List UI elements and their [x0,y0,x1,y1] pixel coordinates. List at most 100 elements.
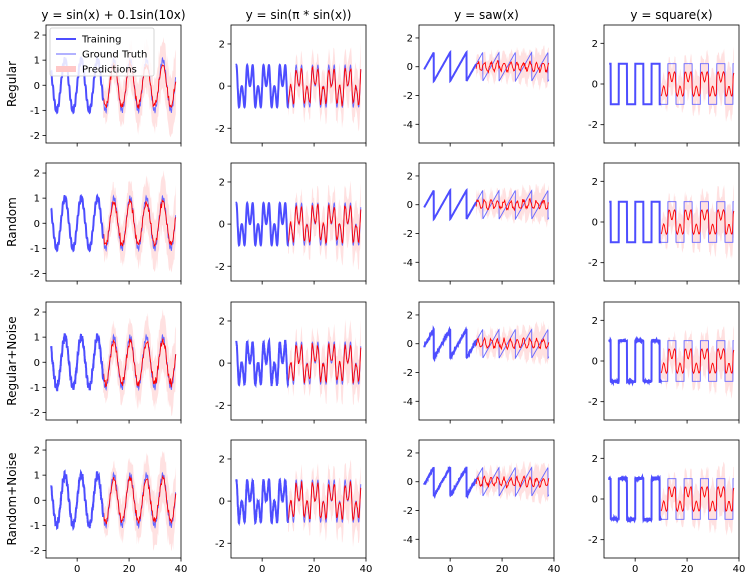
y-tick-label: -1 [30,383,40,394]
plot-area [609,184,735,260]
y-tick-label: 2 [219,39,225,50]
subplot-r1-c0: -2 -1 0 1 2 Random [5,162,182,285]
legend: Training Ground Truth Predictions [49,27,155,77]
plot-area [609,46,735,122]
y-tick-label: 2 [219,177,225,188]
plot-area [608,461,735,536]
y-tick-label: -4 [403,535,413,546]
prediction-band [288,180,361,270]
plot-area [235,319,362,405]
axes-frame [45,24,182,144]
y-tick-label: -2 [215,401,225,412]
predictions-line [287,481,362,522]
training-line [608,473,663,524]
y-tick-label: -2 [403,368,413,379]
y-tick-label: 0 [219,497,225,508]
y-tick-label: 2 [407,171,413,182]
prediction-band [661,46,734,122]
y-tick-label: 2 [592,177,598,188]
y-tick-label: 2 [219,454,225,465]
subplot-r1-c1: -2 0 2 [215,162,367,285]
row-label: Random+Noise [5,452,19,545]
subplot-r3-c0: 0 20 40 -2 -1 0 1 2 Random+Noise [5,439,188,575]
y-tick-label: -2 [403,229,413,240]
y-tick-label: 1 [34,471,40,482]
axes-frame [45,162,182,282]
y-tick-label: -4 [403,120,413,131]
plot-area [608,325,735,399]
y-tick-label: 2 [407,33,413,44]
legend-label: Ground Truth [82,50,147,61]
x-tick-label: 0 [632,564,638,575]
y-tick-label: -1 [30,106,40,117]
row-label: Regular+Noise [5,316,19,405]
axes-frame [418,24,555,144]
y-tick-label: -2 [588,258,598,269]
subplot-r0-c2: -4 -2 0 2 y = saw(x) [403,8,555,147]
y-tick-label: 0 [407,62,413,73]
predictions-line [475,475,550,489]
training-line [235,477,290,527]
training-line [423,325,478,363]
ground-truth-line [661,63,734,105]
prediction-band [288,459,361,548]
predictions-line [660,347,735,375]
predictions-line [102,198,177,247]
subplot-r1-c2: -4 -2 0 2 [403,162,555,285]
column-title: y = sin(x) + 0.1sin(10x) [41,8,185,22]
predictions-line [660,70,735,98]
y-tick-label: -1 [30,521,40,532]
y-tick-label: -1 [30,244,40,255]
training-line [423,465,478,500]
y-tick-label: 0 [407,200,413,211]
subplot-r3-c3: 0 20 40 -2 0 2 [588,439,746,575]
x-tick-label: 0 [74,564,80,575]
y-tick-label: 2 [34,308,40,319]
y-tick-label: 1 [34,56,40,67]
training-line [235,62,289,110]
training-line [50,55,104,115]
plot-area [235,41,362,132]
subplot-r1-c3: -2 0 2 [588,162,740,285]
y-tick-label: 2 [34,31,40,42]
prediction-band [103,309,176,417]
x-tick-label: 0 [259,564,265,575]
y-tick-label: -2 [588,120,598,131]
y-tick-label: 2 [407,448,413,459]
x-tick-label: 40 [175,564,188,575]
y-tick-label: 0 [219,82,225,93]
axes-frame [418,162,555,282]
y-tick-label: 0 [34,358,40,369]
ground-truth-line [661,201,734,243]
plot-area [423,320,550,366]
training-line [235,200,289,248]
training-line [608,335,662,387]
prediction-band [661,325,734,399]
y-tick-label: -4 [403,258,413,269]
y-tick-label: 0 [592,357,598,368]
prediction-band [288,41,361,132]
plot-area [423,182,550,228]
x-tick-label: 40 [733,564,746,575]
y-tick-label: 2 [407,310,413,321]
axes-frame [418,301,555,421]
x-tick-label: 20 [308,564,321,575]
plot-area [50,309,177,417]
training-line [50,468,105,532]
predictions-line [660,485,735,513]
plot-area [423,461,550,505]
axes-frame [230,24,367,144]
row-label: Regular [5,61,19,107]
training-line [423,49,477,84]
subplot-r3-c1: 0 20 40 -2 0 2 [215,439,372,575]
y-tick-label: -2 [588,535,598,546]
y-tick-label: 0 [592,495,598,506]
training-line [50,193,104,253]
y-tick-label: 2 [592,39,598,50]
subplot-r2-c1: -2 0 2 [215,301,367,424]
axes-frame [230,439,367,559]
subplot-r0-c3: -2 0 2 y = square(x) [588,8,740,147]
y-tick-label: 0 [219,359,225,370]
ground-truth-line [661,478,734,520]
x-tick-label: 20 [496,564,509,575]
